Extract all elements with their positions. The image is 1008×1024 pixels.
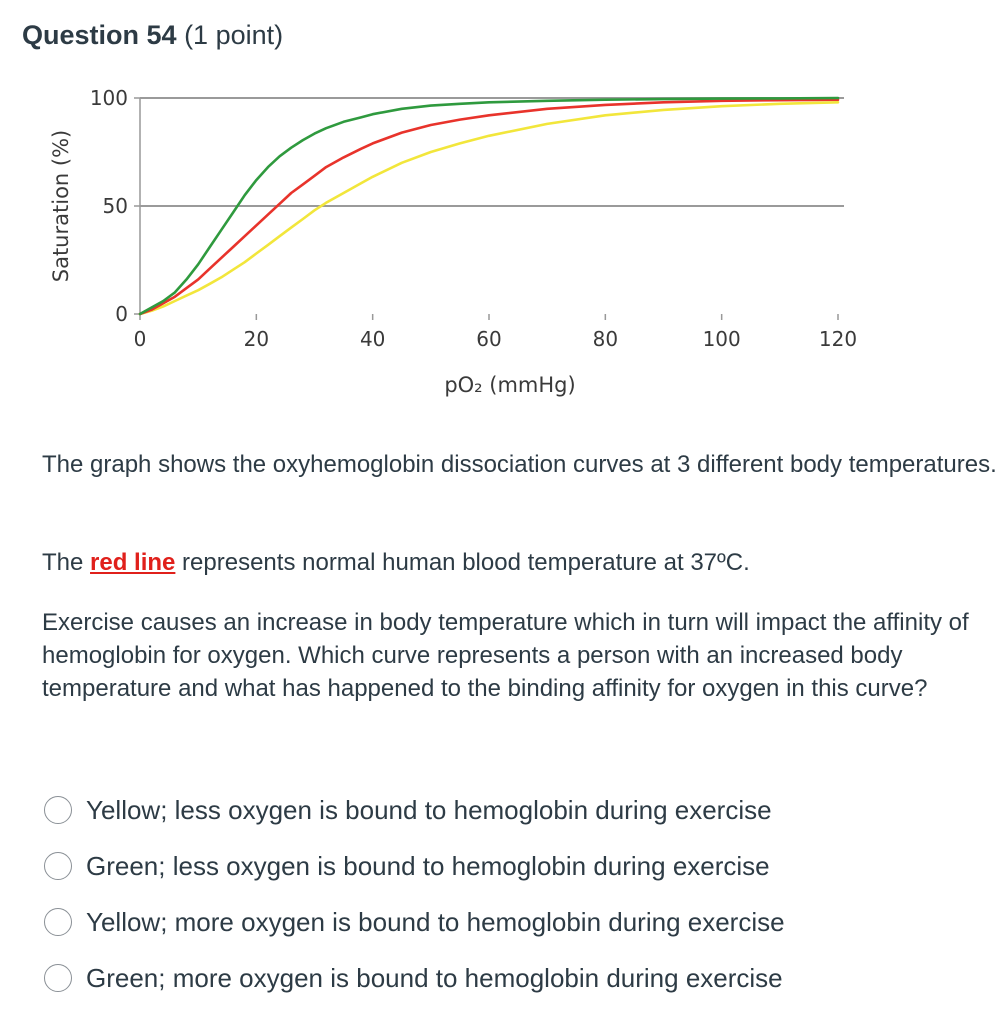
y-tick-label: 50 — [103, 194, 128, 218]
x-tick-label: 20 — [244, 327, 269, 351]
x-tick-label: 40 — [360, 327, 385, 351]
answer-options: Yellow; less oxygen is bound to hemoglob… — [44, 782, 1004, 1006]
y-axis-label: Saturation (%) — [49, 130, 73, 283]
radio-button[interactable] — [44, 796, 72, 824]
description-paragraph: The graph shows the oxyhemoglobin dissoc… — [42, 451, 997, 478]
answer-option-1[interactable]: Yellow; less oxygen is bound to hemoglob… — [44, 782, 1004, 838]
answer-label: Yellow; more oxygen is bound to hemoglob… — [86, 906, 785, 937]
x-tick-label: 120 — [819, 327, 857, 351]
x-tick-label: 100 — [703, 327, 741, 351]
radio-button[interactable] — [44, 964, 72, 992]
red-curve — [138, 98, 840, 316]
radio-button[interactable] — [44, 908, 72, 936]
question-prompt: Exercise causes an increase in body temp… — [42, 609, 969, 702]
red-line-suffix: represents normal human blood temperatur… — [175, 549, 750, 576]
oxyhemoglobin-chart: Saturation (%) 0 50 100 0 20 40 60 80 100 120 pO₂… — [49, 86, 857, 397]
x-tick-label: 80 — [593, 327, 618, 351]
answer-option-3[interactable]: Yellow; more oxygen is bound to hemoglob… — [44, 894, 1004, 950]
answer-label: Yellow; less oxygen is bound to hemoglob… — [86, 794, 772, 825]
question-name: Question 54 — [22, 20, 177, 50]
red-line-prefix: The — [42, 549, 91, 576]
y-axis-group: Saturation (%) — [49, 98, 141, 314]
x-tick-label: 60 — [476, 327, 501, 351]
answer-option-4[interactable]: Green; more oxygen is bound to hemoglobi… — [44, 950, 1004, 1006]
answer-label: Green; more oxygen is bound to hemoglobi… — [86, 962, 783, 993]
green-curve — [138, 96, 840, 316]
question-points: (1 point) — [184, 20, 284, 50]
answer-label: Green; less oxygen is bound to hemoglobi… — [86, 850, 770, 881]
x-tick-label: 0 — [134, 327, 147, 351]
y-tick-label: 0 — [115, 302, 128, 326]
y-tick-label: 100 — [90, 86, 128, 110]
red-line-link[interactable]: red line — [90, 549, 176, 576]
x-axis-label: pO₂ (mmHg) — [444, 373, 575, 397]
answer-option-2[interactable]: Green; less oxygen is bound to hemoglobi… — [44, 838, 1004, 894]
red-line-paragraph: The red line represents normal human blo… — [42, 546, 1008, 579]
question-header: Question 54 (1 point) — [22, 20, 283, 51]
radio-button[interactable] — [44, 852, 72, 880]
yellow-curve — [138, 100, 840, 316]
